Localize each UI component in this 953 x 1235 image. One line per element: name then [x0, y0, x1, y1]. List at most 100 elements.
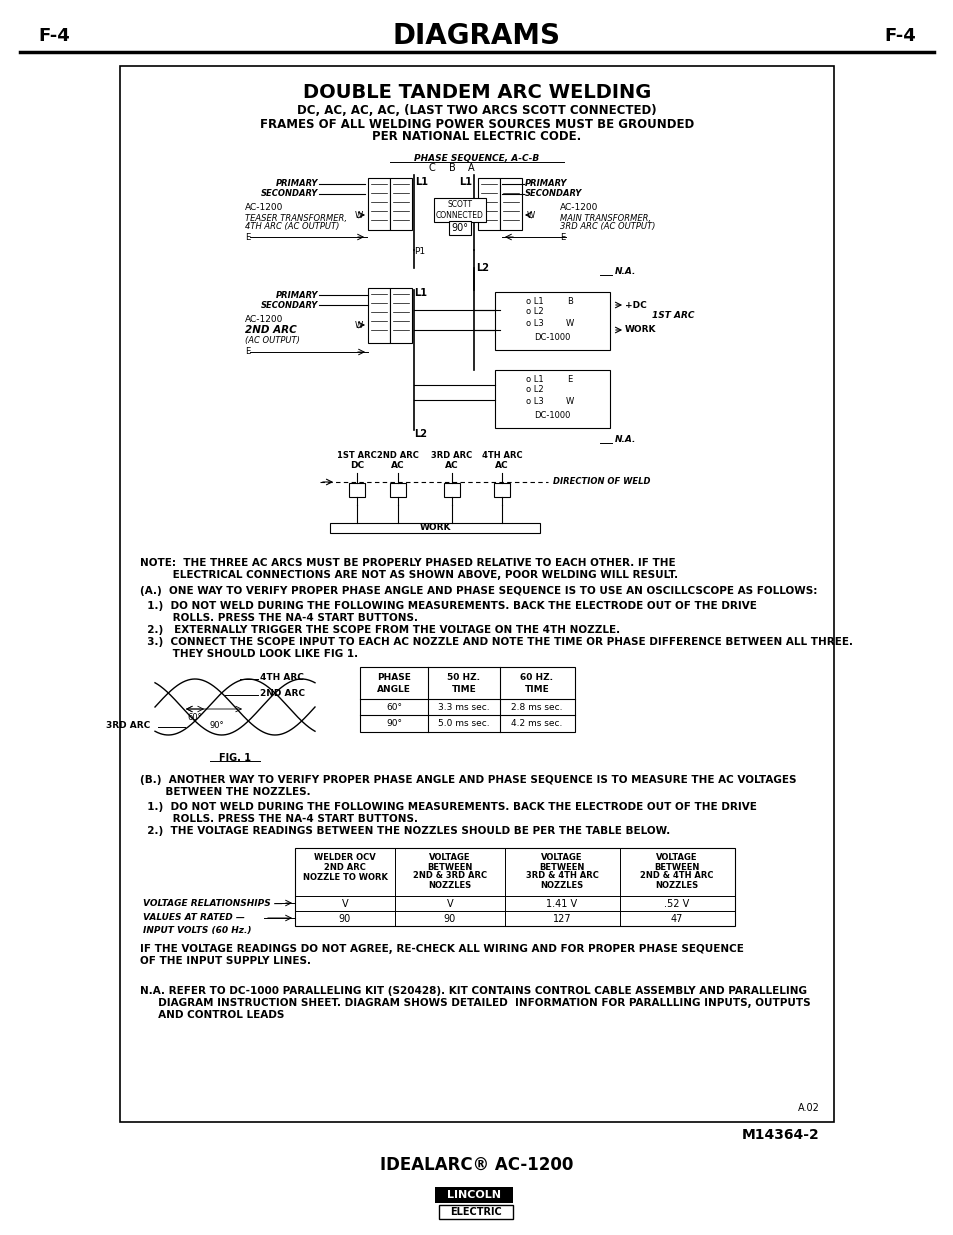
Text: DC, AC, AC, AC, (LAST TWO ARCS SCOTT CONNECTED): DC, AC, AC, AC, (LAST TWO ARCS SCOTT CON… [297, 105, 656, 117]
Text: BETWEEN: BETWEEN [538, 862, 584, 872]
Text: VOLTAGE: VOLTAGE [429, 852, 470, 862]
Text: E: E [559, 232, 565, 242]
Text: V: V [341, 899, 348, 909]
Text: 3RD ARC: 3RD ARC [106, 720, 150, 730]
Text: o L1: o L1 [526, 374, 543, 384]
Text: PRIMARY: PRIMARY [275, 179, 317, 189]
Text: NOZZLES: NOZZLES [428, 882, 471, 890]
Text: TIME: TIME [524, 684, 549, 694]
Text: 2.)   EXTERNALLY TRIGGER THE SCOPE FROM THE VOLTAGE ON THE 4TH NOZZLE.: 2.) EXTERNALLY TRIGGER THE SCOPE FROM TH… [140, 625, 619, 635]
Text: SECONDARY: SECONDARY [524, 189, 581, 199]
Text: N.A.: N.A. [615, 268, 636, 277]
Text: 90°: 90° [386, 719, 401, 727]
Text: A.02: A.02 [798, 1103, 820, 1113]
Text: DC: DC [350, 461, 364, 469]
Text: L1: L1 [414, 288, 427, 298]
Text: 2ND ARC: 2ND ARC [245, 325, 296, 335]
Bar [368, 178, 390, 230]
Text: MAIN TRANSFORMER,: MAIN TRANSFORMER, [559, 214, 651, 222]
Bar [443, 483, 459, 496]
Text: ELECTRIC: ELECTRIC [450, 1207, 501, 1216]
Text: W: W [355, 210, 363, 220]
Bar [390, 178, 412, 230]
Bar [359, 667, 575, 732]
Text: IF THE VOLTAGE READINGS DO NOT AGREE, RE-CHECK ALL WIRING AND FOR PROPER PHASE S: IF THE VOLTAGE READINGS DO NOT AGREE, RE… [140, 944, 743, 953]
Text: 4TH ARC (AC OUTPUT): 4TH ARC (AC OUTPUT) [245, 222, 339, 231]
Text: WORK: WORK [624, 326, 656, 335]
Text: ROLLS. PRESS THE NA-4 START BUTTONS.: ROLLS. PRESS THE NA-4 START BUTTONS. [140, 613, 417, 622]
Text: W: W [565, 319, 574, 327]
Text: 3RD ARC: 3RD ARC [431, 451, 472, 459]
Text: NOZZLES: NOZZLES [539, 882, 583, 890]
Text: L1: L1 [415, 177, 428, 186]
Text: 4.2 ms sec.: 4.2 ms sec. [511, 719, 562, 727]
Text: FIG. 1: FIG. 1 [219, 753, 251, 763]
Text: 2.)  THE VOLTAGE READINGS BETWEEN THE NOZZLES SHOULD BE PER THE TABLE BELOW.: 2.) THE VOLTAGE READINGS BETWEEN THE NOZ… [140, 826, 670, 836]
Text: 60 HZ.: 60 HZ. [520, 673, 553, 683]
Text: o L3: o L3 [525, 319, 543, 327]
Text: 90°: 90° [210, 720, 224, 730]
Text: 127: 127 [552, 914, 571, 924]
Text: +DC: +DC [624, 300, 646, 310]
Text: SCOTT
CONNECTED: SCOTT CONNECTED [436, 200, 483, 220]
Text: 90°: 90° [451, 224, 468, 233]
Text: F-4: F-4 [883, 27, 915, 44]
Text: .52 V: .52 V [663, 899, 689, 909]
Text: o L1: o L1 [526, 296, 543, 305]
Text: DC-1000: DC-1000 [534, 333, 570, 342]
Text: VOLTAGE: VOLTAGE [656, 852, 697, 862]
Text: NOZZLES: NOZZLES [655, 882, 698, 890]
Text: L2: L2 [414, 429, 427, 438]
Text: V: V [446, 899, 453, 909]
Text: o L2: o L2 [526, 385, 543, 394]
Bar [477, 178, 499, 230]
Text: 1.)  DO NOT WELD DURING THE FOLLOWING MEASUREMENTS. BACK THE ELECTRODE OUT OF TH: 1.) DO NOT WELD DURING THE FOLLOWING MEA… [140, 802, 756, 811]
Text: N.A. REFER TO DC-1000 PARALLELING KIT (S20428). KIT CONTAINS CONTROL CABLE ASSEM: N.A. REFER TO DC-1000 PARALLELING KIT (S… [140, 986, 806, 995]
Text: DOUBLE TANDEM ARC WELDING: DOUBLE TANDEM ARC WELDING [302, 83, 651, 101]
Text: LINCOLN: LINCOLN [447, 1191, 500, 1200]
Text: 1.41 V: 1.41 V [546, 899, 577, 909]
Text: 90: 90 [443, 914, 456, 924]
Text: 1ST ARC: 1ST ARC [651, 311, 694, 321]
Text: TEASER TRANSFORMER,: TEASER TRANSFORMER, [245, 214, 347, 222]
Text: VALUES AT RATED —: VALUES AT RATED — [143, 914, 245, 923]
Bar [494, 483, 510, 496]
Text: F-4: F-4 [38, 27, 70, 44]
Text: 2ND & 3RD ARC: 2ND & 3RD ARC [413, 872, 487, 881]
Bar [294, 848, 734, 926]
Text: E: E [245, 347, 250, 357]
Text: M14364-2: M14364-2 [741, 1128, 820, 1142]
Bar [120, 65, 833, 1123]
Text: (AC OUTPUT): (AC OUTPUT) [245, 336, 299, 346]
Text: 90: 90 [338, 914, 351, 924]
Text: PHASE: PHASE [376, 673, 411, 683]
Text: C: C [428, 163, 435, 173]
Text: L1: L1 [458, 177, 472, 186]
Text: SECONDARY: SECONDARY [260, 300, 317, 310]
Text: AND CONTROL LEADS: AND CONTROL LEADS [140, 1010, 284, 1020]
Text: o L3: o L3 [525, 396, 543, 405]
Text: 4TH ARC: 4TH ARC [260, 673, 304, 682]
Text: 60°: 60° [386, 703, 401, 711]
Text: A: A [467, 163, 474, 173]
Text: AC: AC [445, 461, 458, 469]
Text: WORK: WORK [418, 524, 450, 532]
Bar [330, 522, 539, 534]
Text: 2ND ARC: 2ND ARC [324, 862, 366, 872]
Bar [438, 1205, 513, 1219]
Text: 3RD ARC (AC OUTPUT): 3RD ARC (AC OUTPUT) [559, 222, 655, 231]
Bar [435, 1187, 513, 1203]
Text: DIAGRAMS: DIAGRAMS [393, 22, 560, 49]
Text: 2.8 ms sec.: 2.8 ms sec. [511, 703, 562, 711]
Text: AC-1200: AC-1200 [245, 204, 283, 212]
Text: ELECTRICAL CONNECTIONS ARE NOT AS SHOWN ABOVE, POOR WELDING WILL RESULT.: ELECTRICAL CONNECTIONS ARE NOT AS SHOWN … [140, 571, 678, 580]
Text: PRIMARY: PRIMARY [275, 290, 317, 300]
Text: L2: L2 [476, 263, 489, 273]
Text: VOLTAGE RELATIONSHIPS —: VOLTAGE RELATIONSHIPS — [143, 899, 283, 908]
Text: 50 HZ.: 50 HZ. [447, 673, 480, 683]
Text: BETWEEN: BETWEEN [654, 862, 699, 872]
Text: 2ND ARC: 2ND ARC [376, 451, 418, 459]
Text: 2ND & 4TH ARC: 2ND & 4TH ARC [639, 872, 713, 881]
Bar [495, 291, 609, 350]
Text: FRAMES OF ALL WELDING POWER SOURCES MUST BE GROUNDED: FRAMES OF ALL WELDING POWER SOURCES MUST… [259, 117, 694, 131]
